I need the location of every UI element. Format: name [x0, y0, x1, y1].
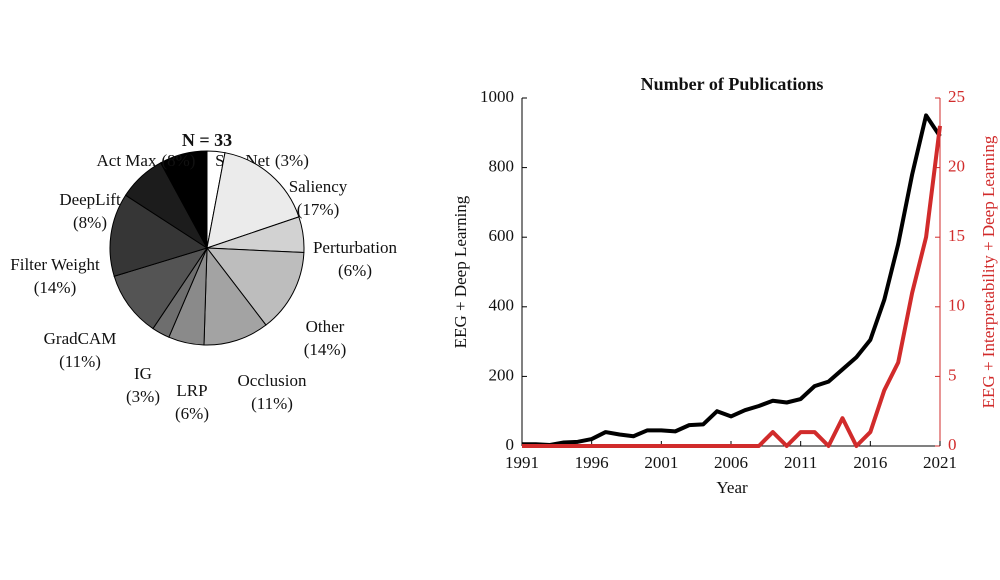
y2-tick-label: 0 [948, 435, 957, 454]
value-label: (11%) [59, 352, 101, 371]
category-label: Filter Weight [10, 255, 100, 274]
value-label: (14%) [304, 340, 346, 359]
x-tick-label: 2001 [644, 453, 678, 472]
pie-slice [160, 150, 208, 249]
pie-slice [203, 246, 267, 346]
slice-label: Act Max (8%) [97, 151, 196, 170]
y-tick-label: 600 [489, 226, 515, 245]
y2-tick-label: 25 [948, 87, 965, 106]
y-tick-label: 400 [489, 296, 515, 315]
x-tick-label: 1991 [505, 453, 539, 472]
series-line [522, 113, 942, 447]
value-label: (6%) [175, 404, 209, 423]
x-tick-label: 2011 [784, 453, 817, 472]
y-tick-label: 0 [506, 435, 515, 454]
category-label: Perturbation [313, 238, 398, 257]
y2-tick-label: 20 [948, 157, 965, 176]
category-label: Other [306, 317, 345, 336]
pie-slice [109, 194, 209, 277]
category-label: Occlusion [238, 371, 307, 390]
pie-slice [205, 247, 305, 326]
y2-axis-label: EEG + Interpretability + Deep Learning [979, 135, 998, 408]
category-label: Act Max [97, 151, 157, 170]
y-tick-label: 1000 [480, 87, 514, 106]
x-tick-label: 2021 [923, 453, 957, 472]
category-label: Saliency [289, 177, 348, 196]
y-axis-label: EEG + Deep Learning [451, 195, 470, 348]
y-tick-label: 200 [489, 365, 515, 384]
value-label: (3%) [275, 151, 309, 170]
value-label: (6%) [338, 261, 372, 280]
x-axis-label: Year [716, 478, 748, 497]
x-tick-label: 2006 [714, 453, 748, 472]
pie-slice [113, 247, 209, 330]
y2-tick-label: 10 [948, 296, 965, 315]
category-label: IG [134, 364, 152, 383]
y-tick-label: 800 [489, 157, 515, 176]
line-title: Number of Publications [641, 74, 824, 94]
value-label: (11%) [251, 394, 293, 413]
x-tick-label: 2016 [853, 453, 887, 472]
series-line [522, 125, 942, 448]
value-label: (14%) [34, 278, 76, 297]
value-label: (17%) [297, 200, 339, 219]
value-label: (3%) [126, 387, 160, 406]
x-tick-label: 1996 [575, 453, 609, 472]
y2-tick-label: 5 [948, 365, 957, 384]
y2-tick-label: 15 [948, 226, 965, 245]
value-label: (8%) [161, 151, 195, 170]
pie-title: N = 33 [182, 130, 232, 150]
category-label: DeepLift [59, 190, 121, 209]
value-label: (8%) [73, 213, 107, 232]
category-label: GradCAM [44, 329, 117, 348]
category-label: LRP [176, 381, 207, 400]
